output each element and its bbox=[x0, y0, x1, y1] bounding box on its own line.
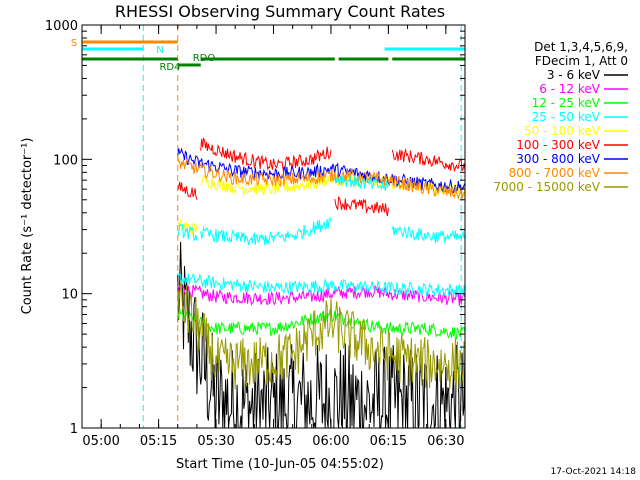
x-tick-label: 05:00 bbox=[82, 434, 119, 449]
series-5 bbox=[177, 136, 466, 217]
series-9-seg4-line bbox=[391, 225, 466, 244]
legend-header-line-2: FDecim 1, Att 0 bbox=[535, 54, 628, 68]
legend-item-label: 6 - 12 keV bbox=[539, 82, 601, 96]
legend-item-label: 12 - 25 keV bbox=[532, 96, 601, 110]
legend: Det 1,3,4,5,6,9, FDecim 1, Att 0 3 - 6 k… bbox=[493, 40, 628, 194]
x-tick-label: 06:30 bbox=[427, 434, 464, 449]
legend-item-label: 25 - 50 keV bbox=[532, 110, 601, 124]
flag-label-n: N bbox=[156, 45, 163, 56]
series-3-seg1-line bbox=[177, 272, 466, 298]
plot-frame bbox=[81, 24, 466, 429]
series-8-seg1-line bbox=[177, 282, 466, 390]
series-5-seg2-line bbox=[200, 136, 332, 172]
legend-item-label: 50 - 100 keV bbox=[524, 124, 601, 138]
series-8 bbox=[177, 282, 466, 390]
series-4-seg1-line bbox=[177, 218, 198, 235]
series-3 bbox=[177, 272, 466, 298]
series-2 bbox=[177, 308, 466, 340]
series-5-seg1-line bbox=[177, 181, 198, 200]
series-0-seg1-line bbox=[177, 241, 466, 430]
y-tick-label: 1 bbox=[70, 422, 78, 437]
series-7-seg1-line bbox=[177, 156, 466, 201]
x-tick-label: 05:15 bbox=[140, 434, 177, 449]
legend-item-label: 800 - 7000 keV bbox=[509, 166, 601, 180]
axes-layer: 1 10 100 1000 05:00 05:15 05:30 05:45 06:00 06:15… bbox=[45, 19, 466, 449]
series-1 bbox=[177, 283, 466, 306]
series-1-seg1-line bbox=[177, 283, 466, 306]
series-9-seg2-line bbox=[200, 216, 332, 246]
y-tick-label: 10 bbox=[61, 288, 78, 303]
series-layer bbox=[81, 25, 466, 430]
flag-label-s: S bbox=[71, 38, 77, 49]
x-tick-label: 06:15 bbox=[370, 434, 407, 449]
legend-item-label: 100 - 300 keV bbox=[516, 138, 600, 152]
legend-item-label: 300 - 800 keV bbox=[516, 152, 600, 166]
series-9-seg1-line bbox=[177, 223, 198, 242]
series-5-seg3-line bbox=[334, 196, 389, 217]
x-axis-label: Start Time (10-Jun-05 04:55:02) bbox=[176, 457, 384, 472]
legend-item-label: 7000 - 15000 keV bbox=[493, 180, 600, 194]
flag-label-rdo: RDO bbox=[193, 53, 216, 64]
y-tick-label: 1000 bbox=[45, 19, 78, 34]
flag-label-rd4: RD4 bbox=[159, 62, 180, 73]
flags-layer: S N RDO RD4 bbox=[71, 38, 465, 73]
y-tick-label: 100 bbox=[53, 153, 78, 168]
series-5-seg4-line bbox=[391, 148, 466, 172]
series-0 bbox=[177, 241, 466, 430]
series-9-seg3-line bbox=[334, 175, 389, 192]
series-9 bbox=[177, 175, 466, 246]
legend-header-line-1: Det 1,3,4,5,6,9, bbox=[534, 40, 628, 54]
y-axis-label: Count Rate (s⁻¹ detector⁻¹) bbox=[20, 138, 35, 315]
series-7 bbox=[177, 156, 466, 201]
chart-title: RHESSI Observing Summary Count Rates bbox=[115, 2, 445, 21]
x-tick-label: 05:45 bbox=[255, 434, 292, 449]
x-tick-label: 05:30 bbox=[197, 434, 234, 449]
legend-item-label: 3 - 6 keV bbox=[547, 68, 601, 82]
x-tick-label: 06:00 bbox=[312, 434, 349, 449]
timestamp-label: 17-Oct-2021 14:18 bbox=[551, 467, 637, 477]
series-2-seg1-line bbox=[177, 308, 466, 340]
